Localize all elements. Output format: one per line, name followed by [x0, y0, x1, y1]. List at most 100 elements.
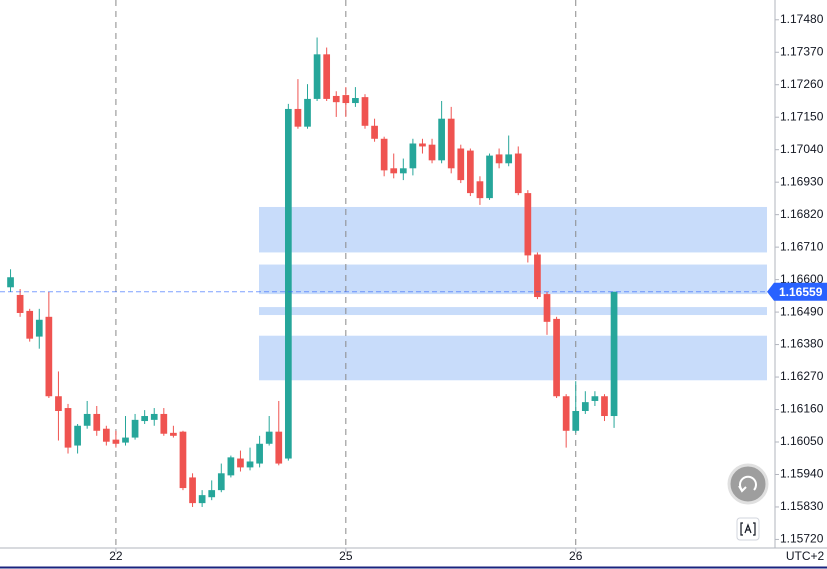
- y-tick-label: 1.16600: [780, 272, 824, 286]
- candle-body: [189, 477, 196, 504]
- candles: [0, 37, 775, 507]
- y-tick-label: 1.15720: [780, 532, 824, 546]
- candle-body: [150, 413, 158, 420]
- candle-body: [352, 98, 359, 104]
- candle-body: [131, 419, 139, 438]
- candle-body: [380, 138, 388, 171]
- button-icon-arrow: [738, 485, 747, 493]
- candle-body: [208, 490, 216, 498]
- candle-body: [237, 458, 244, 468]
- candle-body: [610, 291, 618, 417]
- candle-body: [160, 413, 168, 434]
- candle-body: [390, 168, 398, 174]
- candle-body: [371, 125, 378, 139]
- candle-body: [45, 316, 53, 397]
- candle-body: [141, 416, 149, 422]
- candle-body: [102, 428, 110, 442]
- candle-body: [562, 396, 570, 431]
- candle-body: [438, 118, 445, 161]
- candle-body: [428, 144, 436, 161]
- button-box[interactable]: [736, 517, 760, 541]
- candle-body: [265, 431, 273, 444]
- candle-body: [55, 396, 62, 411]
- zone: [259, 335, 767, 381]
- y-tick-label: 1.17260: [780, 77, 824, 91]
- y-tick-label: 1.16710: [780, 239, 824, 253]
- candle-body: [16, 294, 24, 313]
- candle-body: [112, 439, 120, 444]
- candle-body: [246, 461, 254, 468]
- candle-body: [122, 437, 129, 443]
- x-tick-label: 25: [339, 549, 353, 563]
- x-tick-label: 26: [569, 549, 583, 563]
- zone: [259, 206, 767, 253]
- y-tick-label: 1.15940: [780, 467, 824, 481]
- candle-body: [399, 168, 407, 174]
- candle-body: [514, 153, 522, 194]
- auto-scale-button[interactable]: [736, 517, 760, 541]
- zones: [259, 206, 767, 381]
- candle-body: [409, 143, 417, 169]
- candle-body: [534, 254, 541, 298]
- x-tick-label: 22: [109, 549, 123, 563]
- zone: [259, 264, 767, 295]
- candle-body: [26, 310, 34, 339]
- candle-body: [304, 98, 311, 127]
- scroll-to-realtime-button[interactable]: [727, 463, 769, 505]
- y-tick-label: 1.17370: [780, 44, 824, 58]
- candle-body: [457, 148, 465, 181]
- candle-body: [553, 318, 560, 397]
- y-tick-label: 1.17480: [780, 12, 824, 26]
- y-tick-label: 1.16380: [780, 337, 824, 351]
- candle-body: [601, 396, 608, 417]
- candle-body: [332, 95, 340, 103]
- candle-body: [198, 495, 206, 504]
- candle-body: [284, 108, 292, 459]
- candle-body: [467, 150, 474, 194]
- zone: [259, 307, 767, 316]
- y-tick-label: 1.15830: [780, 499, 824, 513]
- axes: 22 25 26 1.17480 1.17370 1.17260 1.17150 1.1704…: [109, 12, 827, 563]
- candle-body: [7, 277, 14, 288]
- y-tick-label: 1.16930: [780, 174, 824, 188]
- candle-body: [227, 457, 235, 476]
- candle-body: [572, 411, 580, 431]
- candle-body: [342, 95, 350, 104]
- y-tick-label: 1.17040: [780, 142, 824, 156]
- button-circle[interactable]: [727, 463, 769, 505]
- candle-body: [313, 54, 321, 99]
- candle-body: [93, 413, 101, 431]
- y-tick-label: 1.17150: [780, 109, 824, 123]
- candle-body: [524, 193, 532, 256]
- button-icon: [740, 522, 756, 536]
- y-tick-label: 1.16270: [780, 369, 824, 383]
- candle-body: [74, 425, 81, 446]
- candle-body: [83, 413, 91, 426]
- timezone-label: UTC+2: [786, 549, 825, 563]
- candle-body: [581, 402, 589, 411]
- candle-body: [179, 431, 187, 489]
- candle-body: [294, 108, 302, 127]
- candle-body: [35, 319, 43, 337]
- candle-body: [170, 432, 177, 436]
- y-tick-label: 1.16490: [780, 304, 824, 318]
- candle-body: [495, 154, 503, 164]
- candle-body: [419, 143, 426, 147]
- candle-body: [486, 155, 493, 199]
- y-tick-label: 1.16160: [780, 402, 824, 416]
- candle-body: [543, 294, 551, 322]
- candle-body: [323, 54, 331, 99]
- candle-body: [447, 118, 455, 169]
- last-price-badge: [767, 282, 827, 301]
- candle-body: [361, 97, 369, 126]
- candle-body: [217, 473, 225, 491]
- candle-body: [476, 181, 484, 199]
- candle-body: [64, 408, 72, 448]
- candle-body: [256, 443, 263, 464]
- last-price-label: 1.16559: [779, 285, 823, 299]
- y-tick-label: 1.16050: [780, 434, 824, 448]
- candle-body: [591, 396, 599, 401]
- candle-body: [275, 431, 283, 464]
- candle-body: [505, 154, 513, 164]
